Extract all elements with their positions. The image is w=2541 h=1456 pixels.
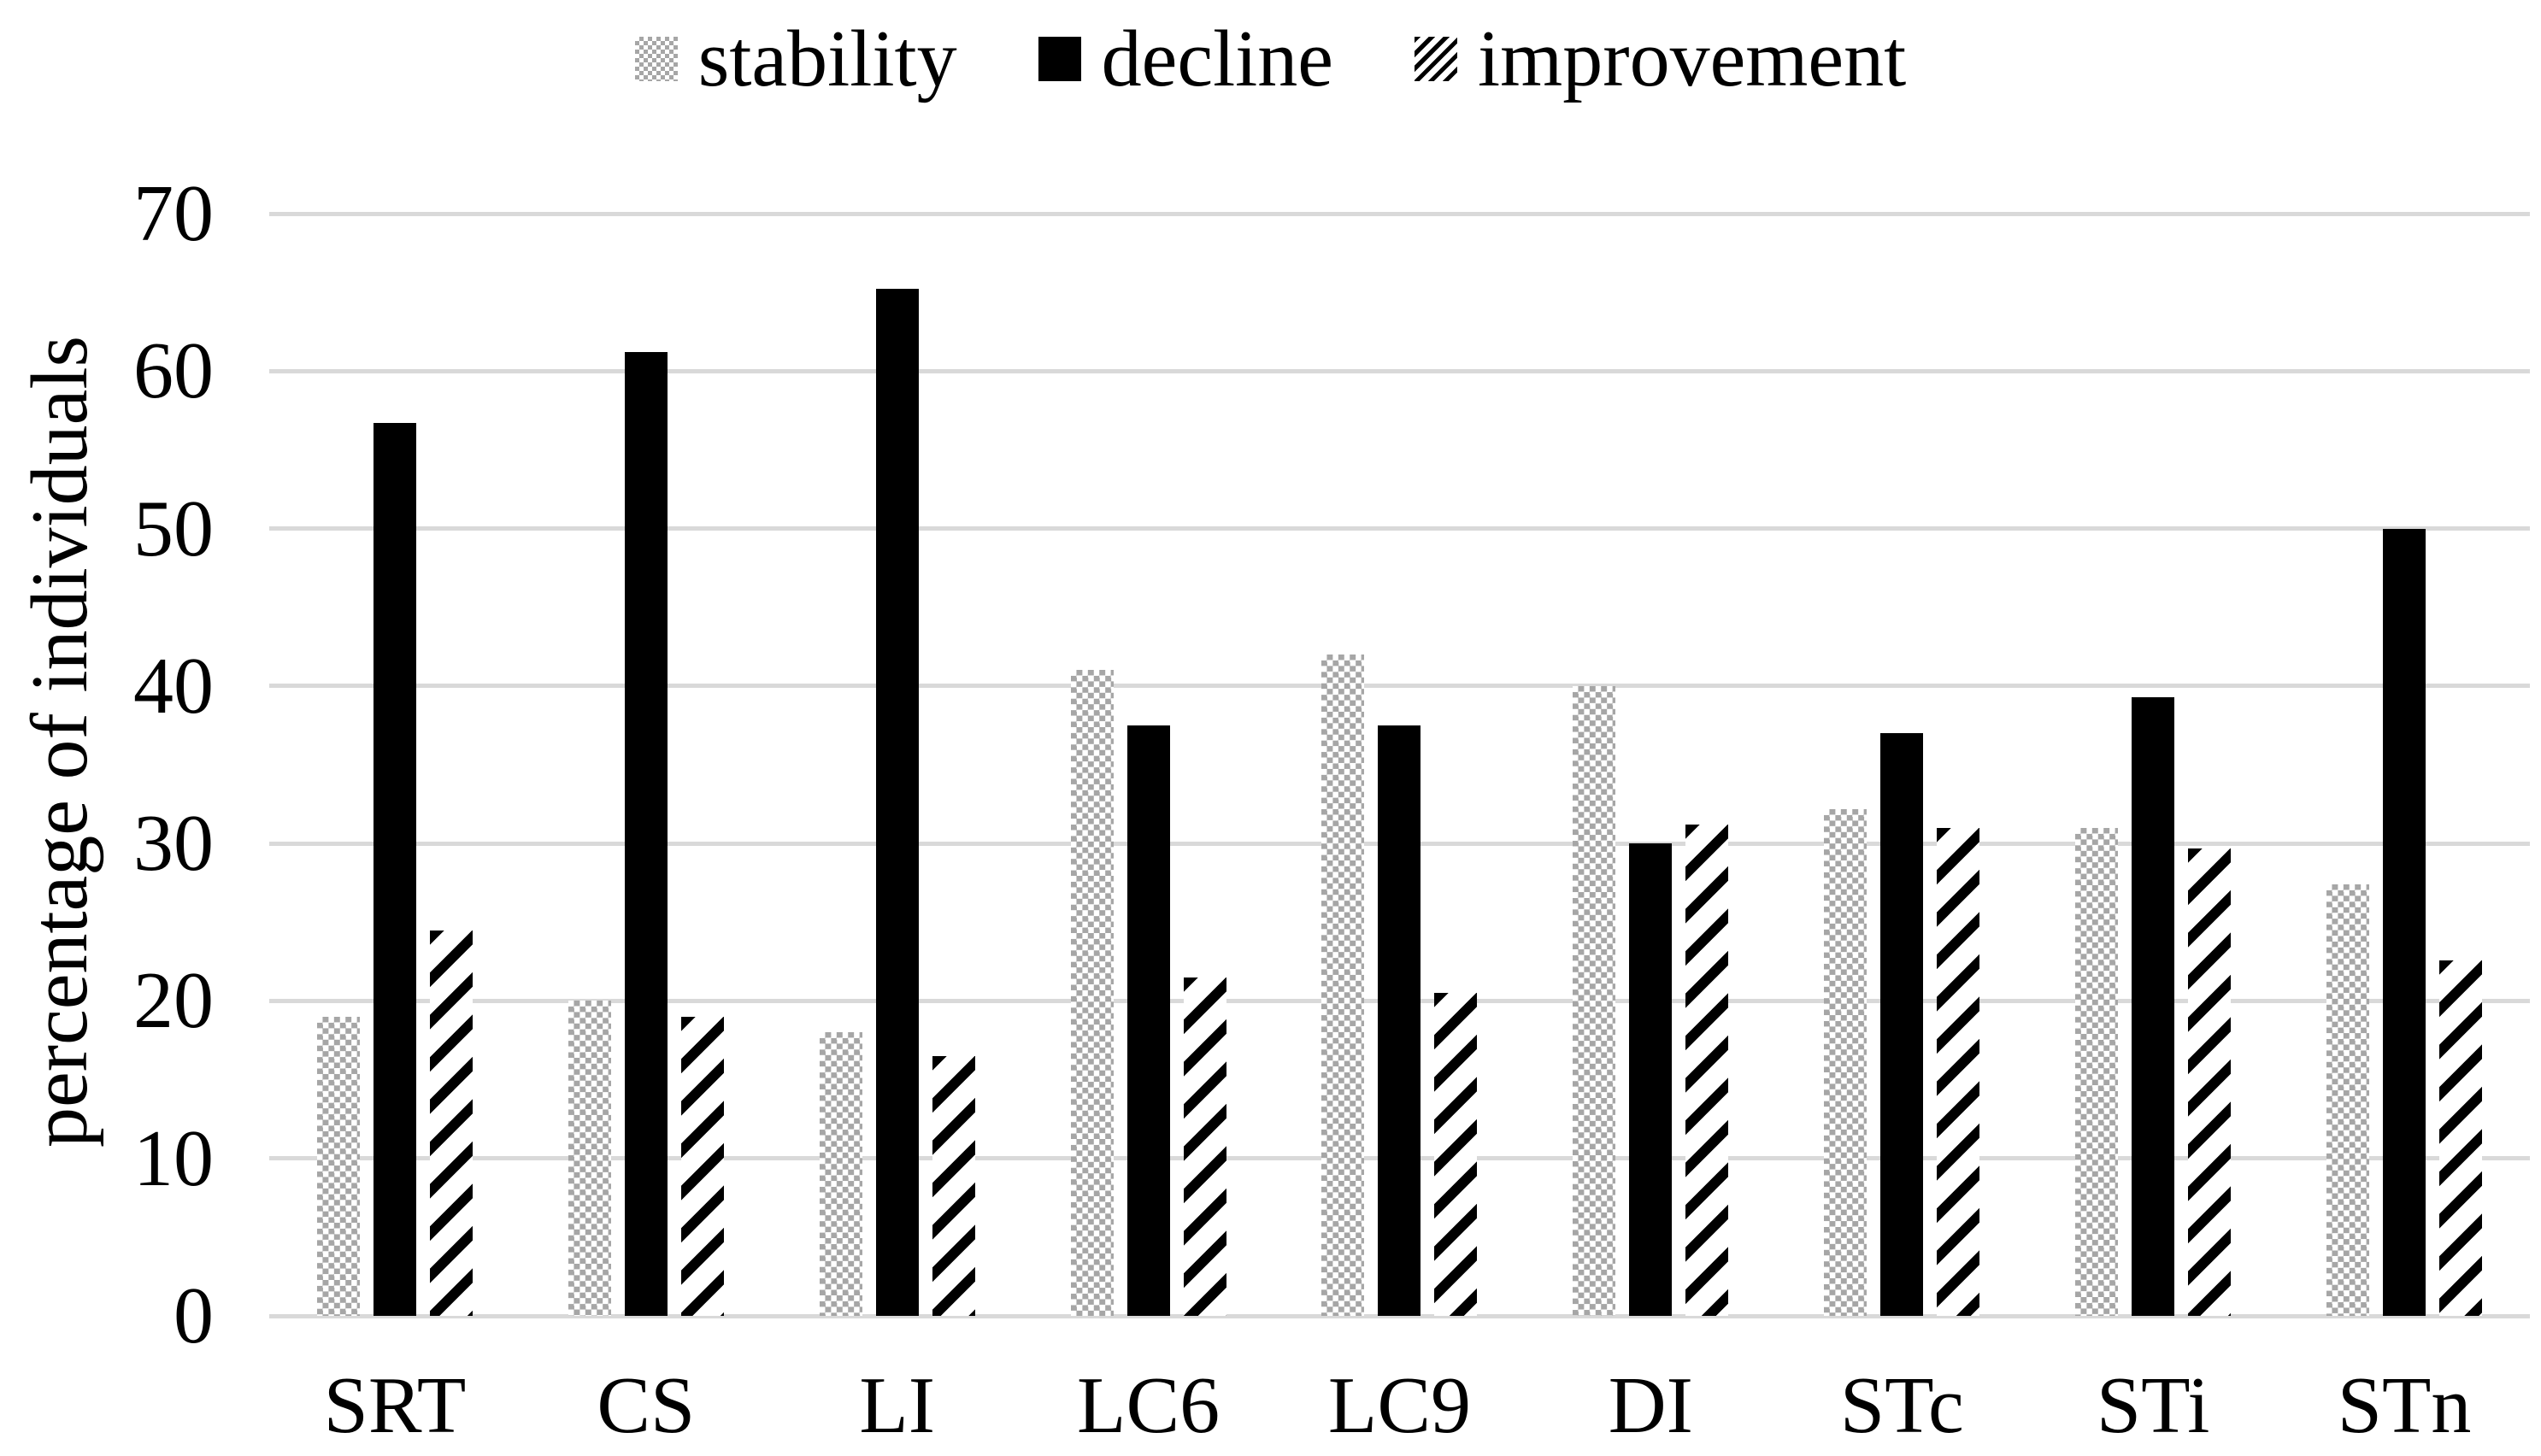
gridline-70 <box>269 211 2530 216</box>
bar-LC9-decline <box>1378 725 1421 1316</box>
bar-SRT-improvement <box>429 930 473 1316</box>
bar-SRT-stability <box>316 1016 360 1316</box>
bar-DI-improvement <box>1685 825 1729 1316</box>
y-tick-30: 30 <box>133 799 214 889</box>
y-tick-50: 50 <box>133 484 214 573</box>
bar-STi-decline <box>2132 696 2175 1316</box>
y-tick-40: 40 <box>133 641 214 731</box>
bar-CS-stability <box>568 1001 611 1316</box>
bar-LI-stability <box>819 1032 862 1316</box>
gridline-60 <box>269 368 2530 373</box>
bar-STc-stability <box>1824 808 1868 1316</box>
bar-STi-improvement <box>2188 848 2232 1316</box>
legend-swatch-decline-icon <box>1038 37 1081 81</box>
x-label-STi: STi <box>2096 1361 2210 1450</box>
legend-label-decline: decline <box>1101 15 1334 103</box>
bar-STi-stability <box>2075 827 2119 1316</box>
legend-item-decline: decline <box>1038 19 1333 99</box>
y-tick-60: 60 <box>133 326 214 416</box>
x-label-LI: LI <box>859 1361 936 1450</box>
bar-group-LC9 <box>1274 214 1526 1316</box>
bar-STc-improvement <box>1937 827 1980 1316</box>
bar-LC6-stability <box>1070 670 1114 1316</box>
x-label-STc: STc <box>1839 1361 1964 1450</box>
bar-LI-improvement <box>932 1055 975 1316</box>
legend-item-stability: stability <box>634 15 957 103</box>
bar-LI-decline <box>875 289 919 1316</box>
legend-label-stability: stability <box>697 15 957 103</box>
bar-LC6-improvement <box>1183 977 1226 1316</box>
legend-swatch-improvement-icon <box>1415 37 1458 81</box>
bar-group-STn <box>2279 214 2530 1316</box>
bar-LC9-improvement <box>1434 993 1478 1316</box>
gridline-0 <box>269 1313 2530 1318</box>
plot-area <box>269 211 2530 1318</box>
gridline-50 <box>269 526 2530 531</box>
x-label-STn: STn <box>2337 1361 2472 1450</box>
bar-group-CS <box>521 214 772 1316</box>
legend-swatch-stability-icon <box>634 37 678 81</box>
bar-DI-decline <box>1629 843 1673 1316</box>
bar-CS-improvement <box>680 1016 724 1316</box>
bar-group-SRT <box>269 214 521 1316</box>
bar-SRT-decline <box>373 423 416 1316</box>
bar-STn-decline <box>2383 528 2426 1316</box>
bar-CS-decline <box>624 352 668 1316</box>
bar-STn-stability <box>2326 884 2370 1316</box>
x-label-CS: CS <box>597 1361 696 1450</box>
legend-item-improvement: improvement <box>1415 19 1906 99</box>
legend-label-improvement: improvement <box>1478 15 1907 103</box>
x-label-LC9: LC9 <box>1327 1361 1472 1450</box>
bar-LC9-stability <box>1321 655 1365 1316</box>
bar-group-DI <box>1525 214 1776 1316</box>
y-tick-10: 10 <box>133 1113 214 1203</box>
x-label-LC6: LC6 <box>1077 1361 1221 1450</box>
bar-STn-improvement <box>2439 960 2483 1316</box>
y-tick-70: 70 <box>133 169 214 258</box>
bar-group-LI <box>772 214 1023 1316</box>
x-label-DI: DI <box>1608 1361 1693 1450</box>
gridline-40 <box>269 684 2530 689</box>
y-tick-20: 20 <box>133 956 214 1046</box>
x-label-SRT: SRT <box>323 1361 467 1450</box>
bar-group-LC6 <box>1023 214 1274 1316</box>
bar-group-STc <box>1776 214 2027 1316</box>
bar-group-STi <box>2027 214 2279 1316</box>
bar-STc-decline <box>1880 733 1924 1316</box>
bar-LC6-decline <box>1126 725 1170 1316</box>
chart-legend: stability decline improvement <box>0 12 2541 106</box>
y-tick-0: 0 <box>174 1271 214 1360</box>
bar-DI-stability <box>1573 685 1616 1316</box>
